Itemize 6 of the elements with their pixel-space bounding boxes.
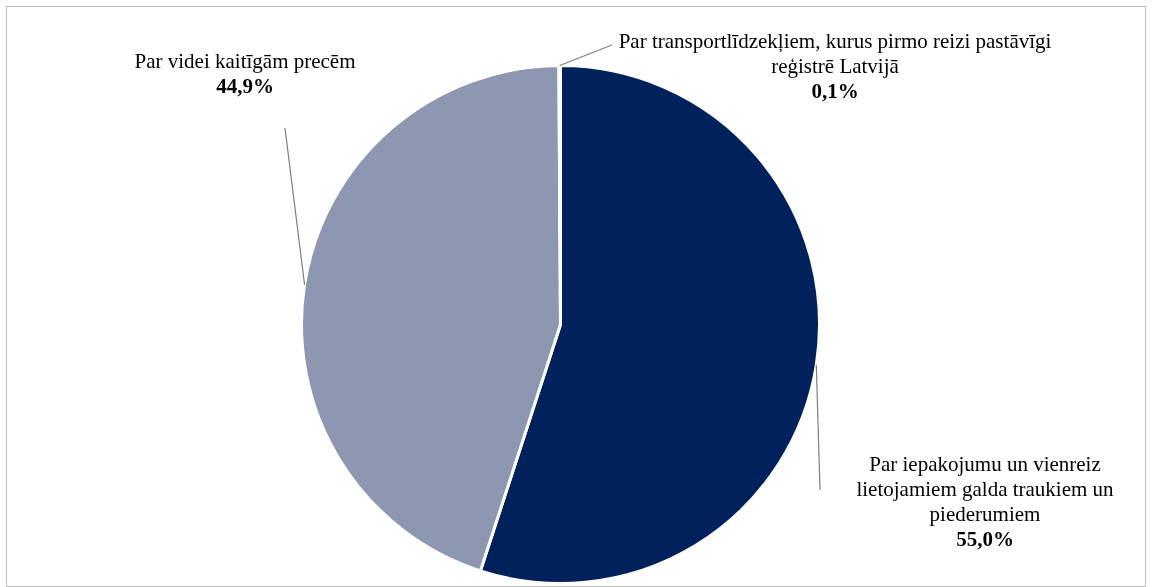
data-label: 44,9% bbox=[216, 73, 274, 98]
slice-label: Par iepakojumu un vienreiz lietojamiem galda traukiem un piederumiem bbox=[856, 452, 1115, 527]
slice-label: Par transportlīdzekļiem, kurus pirmo reizi pastāvīgi reģistrē Latvijā bbox=[618, 29, 1052, 79]
data-label: 55,0% bbox=[956, 526, 1014, 551]
slice-label: Par videi kaitīgām precēm bbox=[134, 49, 356, 74]
data-label: 0,1% bbox=[811, 78, 859, 103]
